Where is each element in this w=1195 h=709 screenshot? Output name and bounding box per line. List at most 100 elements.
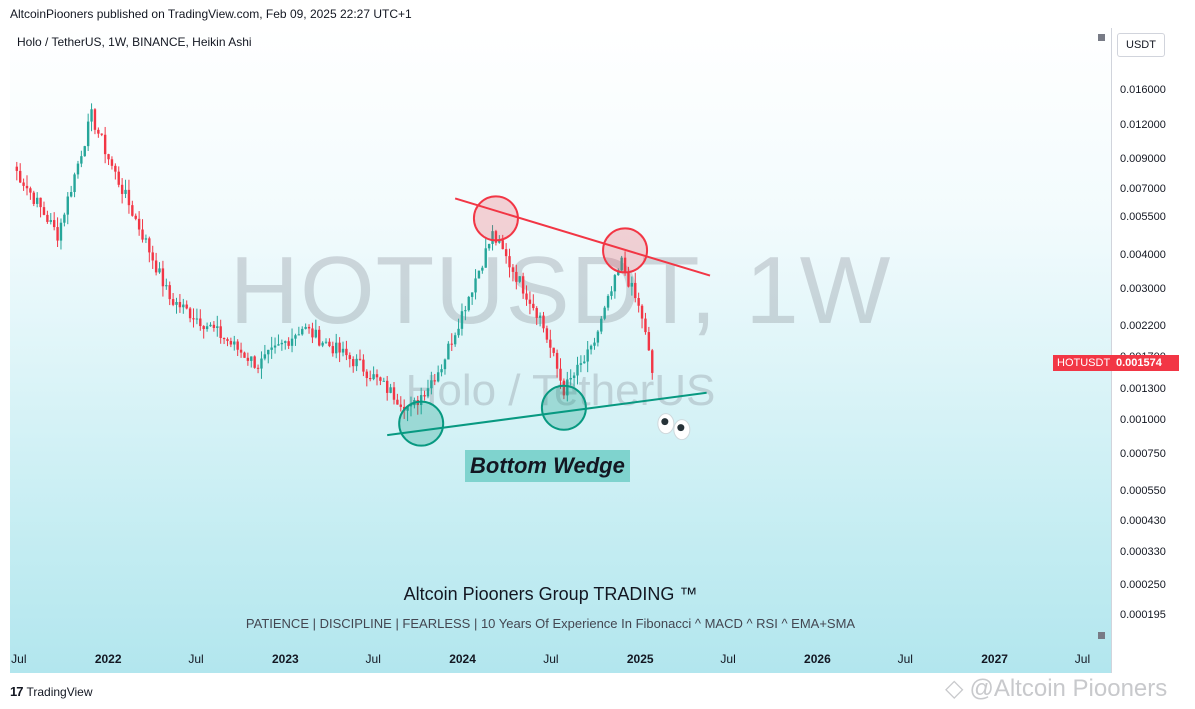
candle-body xyxy=(178,301,182,308)
candle-body xyxy=(324,341,328,343)
candle-body xyxy=(304,326,307,329)
candle-body xyxy=(239,349,243,353)
candle-body xyxy=(151,252,154,261)
footer-watermark: ◇ @Altcoin Piooners xyxy=(945,674,1167,703)
candle-body xyxy=(188,308,192,319)
candle-body xyxy=(589,345,593,350)
candle-body xyxy=(538,315,542,318)
candle-body xyxy=(137,218,141,230)
candles-layer xyxy=(15,103,654,422)
candle-body xyxy=(576,364,579,376)
candle-body xyxy=(365,371,369,379)
candle-body xyxy=(297,334,301,336)
candle-body xyxy=(447,343,450,360)
settings-square-icon[interactable] xyxy=(1098,34,1105,41)
candle-body xyxy=(284,341,287,343)
candle-body xyxy=(100,133,103,135)
scale-square-icon[interactable] xyxy=(1098,632,1105,639)
price-tick-label: 0.000750 xyxy=(1120,448,1166,461)
candle-body xyxy=(32,192,35,204)
candle-body xyxy=(212,324,216,328)
candle-body xyxy=(559,368,562,381)
candle-body xyxy=(86,121,90,147)
candle-body xyxy=(97,129,100,134)
candle-body xyxy=(450,343,453,345)
highlight-high-circle xyxy=(602,227,649,274)
price-tick-label: 0.001300 xyxy=(1120,382,1166,395)
currency-selector[interactable]: USDT xyxy=(1117,33,1165,57)
candle-body xyxy=(338,342,341,353)
candle-body xyxy=(216,326,219,328)
candle-body xyxy=(464,310,467,312)
footer-brand: 17 TradingView xyxy=(10,684,93,699)
price-tick-label: 0.000330 xyxy=(1120,546,1166,559)
time-tick-label: Jul xyxy=(1074,652,1091,666)
highlight-high-circle xyxy=(472,195,519,242)
candle-body xyxy=(396,399,399,405)
candle-body xyxy=(311,328,314,338)
candle-body xyxy=(596,331,600,343)
candle-body xyxy=(569,377,572,380)
candle-body xyxy=(171,299,175,305)
candle-body xyxy=(154,260,158,273)
candle-body xyxy=(25,185,29,189)
candle-body xyxy=(18,170,22,183)
price-tick-label: 0.016000 xyxy=(1120,84,1166,97)
candle-body xyxy=(355,358,358,367)
pattern-label[interactable]: Bottom Wedge xyxy=(465,450,630,482)
candle-body xyxy=(273,345,277,348)
price-tick-label: 0.012000 xyxy=(1120,118,1166,131)
current-symbol-tag: HOTUSDT xyxy=(1053,355,1115,371)
candle-body xyxy=(280,342,284,345)
candle-body xyxy=(419,395,423,406)
footer-brand-text: TradingView xyxy=(26,684,93,699)
candle-body xyxy=(175,301,178,305)
time-tick-label: 2026 xyxy=(804,652,831,666)
candle-body xyxy=(634,282,637,299)
candle-body xyxy=(511,267,515,272)
price-tick-label: 0.004000 xyxy=(1120,249,1166,262)
price-plot[interactable] xyxy=(10,28,1111,673)
candle-body xyxy=(103,134,107,155)
candle-body xyxy=(222,338,226,340)
publish-info: AltcoinPiooners published on TradingView… xyxy=(10,7,412,21)
candle-body xyxy=(433,380,436,382)
price-tick-label: 0.007000 xyxy=(1120,182,1166,195)
candle-body xyxy=(508,256,511,268)
candle-body xyxy=(117,171,120,185)
candle-body xyxy=(525,293,528,300)
candle-body xyxy=(294,335,297,339)
candle-body xyxy=(528,299,532,304)
candle-body xyxy=(66,196,69,215)
candle-body xyxy=(29,188,32,193)
time-tick-label: Jul xyxy=(188,652,204,666)
footer-watermark-text: @Altcoin Piooners xyxy=(969,674,1168,702)
candle-body xyxy=(532,303,535,309)
time-tick-label: Jul xyxy=(11,652,27,666)
price-axis[interactable]: 0.016000 0.012000 0.009000 0.007000 0.005500… xyxy=(1112,28,1195,673)
candle-body xyxy=(226,339,229,341)
time-axis[interactable]: Jul 2022 Jul 2023 Jul 2024 Jul 2025 Jul 2026 Jul 20… xyxy=(10,647,1111,673)
candle-body xyxy=(199,318,202,327)
chart-pane[interactable]: Holo / TetherUS, 1W, BINANCE, Heikin Ash… xyxy=(10,28,1112,673)
overlays-layer xyxy=(387,195,711,447)
candle-body xyxy=(426,388,430,397)
candle-body xyxy=(627,272,630,287)
tradingview-logo-icon: 17 xyxy=(10,684,24,699)
candle-body xyxy=(487,243,491,249)
candle-body xyxy=(59,222,63,241)
candle-body xyxy=(314,329,318,338)
price-tick-label: 0.003000 xyxy=(1120,283,1166,296)
current-price-tag: 0.001574 xyxy=(1113,355,1179,371)
candle-body xyxy=(209,324,212,327)
price-tick-label: 0.000430 xyxy=(1120,514,1166,527)
candle-body xyxy=(352,359,355,367)
candle-body xyxy=(566,379,569,396)
symbol-description[interactable]: Holo / TetherUS, 1W, BINANCE, Heikin Ash… xyxy=(17,35,252,49)
candle-body xyxy=(80,156,83,164)
candle-body xyxy=(233,341,236,345)
candle-body xyxy=(73,174,76,193)
candle-body xyxy=(250,356,253,361)
candle-body xyxy=(603,307,606,319)
candle-body xyxy=(600,318,603,332)
